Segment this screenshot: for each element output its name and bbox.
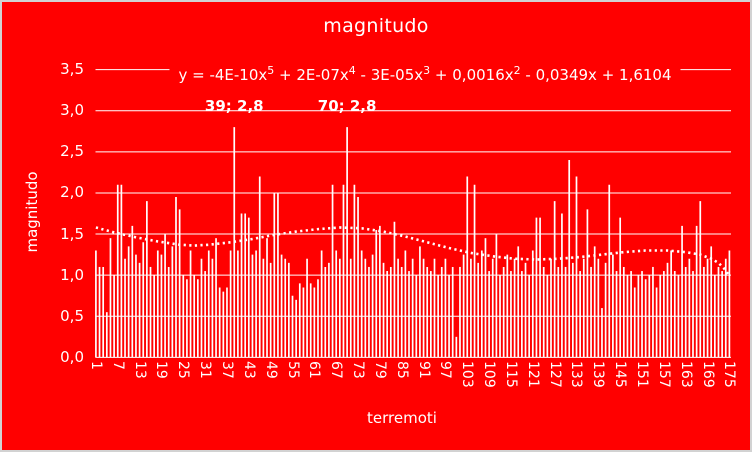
x-tick-label: 175 <box>721 360 738 388</box>
y-tick-label: 3,0 <box>60 101 84 120</box>
x-tick-label: 37 <box>218 360 235 379</box>
x-tick-label: 169 <box>699 360 716 388</box>
trendline <box>95 226 731 278</box>
x-tick-label: 151 <box>634 360 651 388</box>
x-tick-label: 103 <box>459 360 476 388</box>
x-tick-label: 61 <box>306 360 323 379</box>
y-tick-label: 2,0 <box>60 183 84 202</box>
x-tick-label: 7 <box>109 360 126 370</box>
x-axis-title-text: terremoti <box>367 409 437 427</box>
x-tick-label: 115 <box>502 360 519 388</box>
x-tick-label: 55 <box>284 360 301 379</box>
y-axis-title: magnitudo <box>23 171 41 253</box>
x-tick-label: 145 <box>612 360 629 388</box>
x-tick-label: 157 <box>655 360 672 388</box>
equation-text: - 3E-05x <box>355 66 424 84</box>
equation-exponent: 3 <box>423 64 431 77</box>
equation-text: + 2E-07x <box>274 66 349 84</box>
x-tick-label: 121 <box>524 360 541 388</box>
y-tick-label: 2,5 <box>60 142 84 161</box>
x-tick-label: 49 <box>262 360 279 379</box>
equation-exponent: 5 <box>267 64 275 77</box>
y-tick-label: 0,5 <box>60 306 84 325</box>
x-tick-label: 79 <box>371 360 388 379</box>
x-axis-title: terremoti <box>2 409 750 427</box>
y-tick-label: 3,5 <box>60 60 84 79</box>
x-tick-label: 19 <box>153 360 170 379</box>
x-tick-label: 139 <box>590 360 607 388</box>
x-tick-label: 25 <box>175 360 192 379</box>
x-tick-label: 97 <box>437 360 454 379</box>
trendline-equation: y = -4E-10x5 + 2E-07x4 - 3E-05x3 + 0,001… <box>169 60 681 86</box>
x-tick-label: 91 <box>415 360 432 379</box>
equation-text: + 0,0016x <box>430 66 514 84</box>
equation-text: - 0,0349x + 1,6104 <box>520 66 672 84</box>
point-data-label: 39; 2,8 <box>204 97 264 115</box>
x-tick-label: 85 <box>393 360 410 379</box>
y-tick-label: 1,5 <box>60 224 84 243</box>
x-tick-label: 163 <box>677 360 694 388</box>
x-tick-label: 67 <box>328 360 345 379</box>
x-tick-label: 127 <box>546 360 563 388</box>
equation-exponent: 4 <box>348 64 356 77</box>
equation-exponent: 2 <box>513 64 521 77</box>
x-tick-label: 73 <box>350 360 367 379</box>
x-tick-label: 31 <box>197 360 214 379</box>
x-tick-label: 43 <box>240 360 257 379</box>
equation-text: y = -4E-10x <box>178 66 268 84</box>
x-tick-label: 109 <box>481 360 498 388</box>
x-tick-label: 13 <box>131 360 148 379</box>
y-tick-label: 1,0 <box>60 265 84 284</box>
point-data-label: 70; 2,8 <box>317 97 377 115</box>
y-tick-label: 0,0 <box>60 347 84 366</box>
chart-title: magnitudo <box>323 15 429 37</box>
x-tick-label: 133 <box>568 360 585 388</box>
x-tick-label: 1 <box>87 360 104 370</box>
